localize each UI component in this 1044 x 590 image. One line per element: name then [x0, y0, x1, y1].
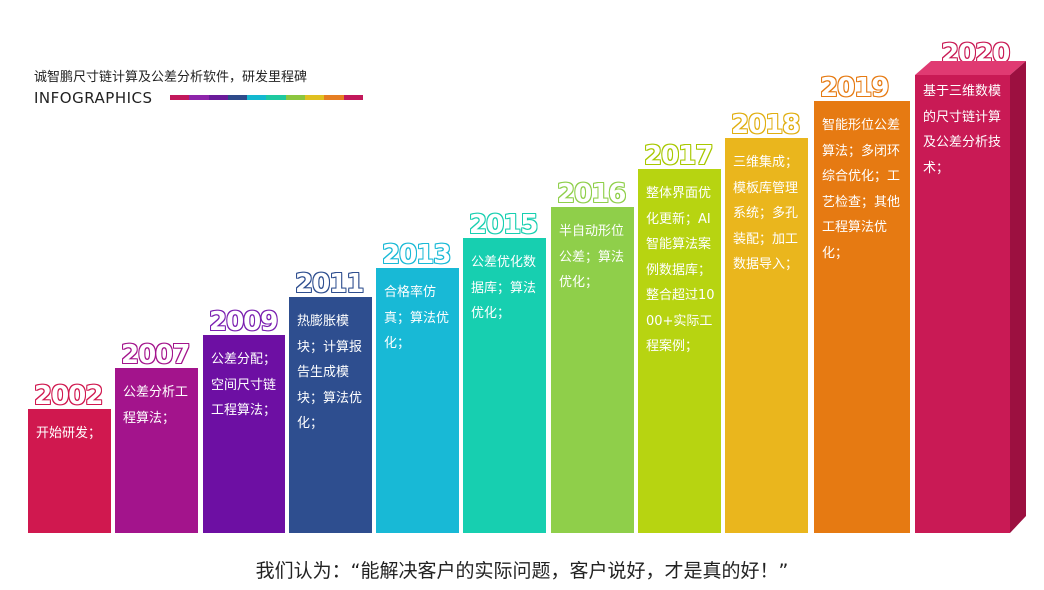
- strip-segment: [305, 95, 325, 100]
- milestone-description: 公差分析工程算法；: [123, 385, 189, 426]
- milestone-description: 合格率仿真；算法优化；: [384, 285, 450, 351]
- header-title: INFOGRAPHICS: [34, 89, 153, 107]
- milestone-bar: [725, 138, 808, 533]
- strip-segment: [324, 95, 344, 100]
- milestone-bar: [551, 207, 634, 533]
- milestone-2016: 2016 半自动形位公差；算法优化；: [551, 177, 634, 533]
- milestone-year: 2002: [34, 381, 103, 411]
- milestone-bar: [376, 268, 459, 533]
- milestone-year: 2009: [209, 307, 278, 337]
- strip-segment: [170, 95, 190, 100]
- milestone-2013: 2013 合格率仿真；算法优化；: [376, 238, 459, 533]
- milestone-bar: [28, 409, 111, 533]
- header-color-strip: [170, 95, 363, 100]
- milestone-description: 三维集成；模板库管理系统；多孔装配；加工数据导入；: [733, 155, 799, 272]
- milestone-year: 2018: [731, 110, 800, 140]
- milestone-year: 2011: [295, 269, 364, 299]
- milestone-description: 半自动形位公差；算法优化；: [559, 224, 625, 290]
- milestone-2007: 2007 公差分析工程算法；: [115, 338, 198, 533]
- strip-segment: [189, 95, 209, 100]
- milestone-description: 公差优化数据库；算法优化；: [471, 255, 537, 321]
- milestone-bar: [915, 75, 1010, 533]
- milestone-year: 2007: [121, 340, 190, 370]
- milestone-bar: [203, 335, 285, 533]
- milestone-description: 公差分配；空间尺寸链工程算法；: [211, 352, 277, 418]
- milestone-year: 2016: [557, 179, 626, 209]
- milestone-2011: 2011 热膨胀模块；计算报告生成模块；算法优化；: [289, 267, 372, 533]
- milestone-bar: [115, 368, 198, 533]
- milestone-year: 2019: [820, 73, 889, 103]
- milestone-year: 2015: [469, 210, 538, 240]
- strip-segment: [247, 95, 267, 100]
- milestone-description: 智能形位公差算法；多闭环综合优化；工艺检查；其他工程算法优化；: [822, 118, 901, 261]
- milestone-2019: 2019 智能形位公差算法；多闭环综合优化；工艺检查；其他工程算法优化；: [814, 71, 910, 533]
- quote: 我们认为：“能解决客户的实际问题，客户说好，才是真的好！”: [255, 560, 789, 582]
- strip-segment: [227, 95, 248, 100]
- header-subtitle: 诚智鹏尺寸链计算及公差分析软件，研发里程碑: [34, 70, 308, 85]
- bar-top-face: [915, 61, 1026, 75]
- milestone-description: 热膨胀模块；计算报告生成模块；算法优化；: [297, 314, 363, 431]
- milestone-bar: [814, 101, 910, 533]
- milestone-year: 2017: [644, 141, 713, 171]
- milestone-bar: [463, 238, 546, 533]
- milestones: 2002 开始研发； 2007 公差分析工程算法； 2009 公差分配；空间尺寸链工程算法…: [28, 39, 1010, 533]
- milestone-2020: 2020 基于三维数模的尺寸链计算及公差分析技术；: [915, 39, 1010, 533]
- milestone-description: 开始研发；: [36, 426, 102, 441]
- milestone-2015: 2015 公差优化数据库；算法优化；: [463, 208, 546, 533]
- milestone-2017: 2017 整体界面优化更新；AI智能算法案例数据库；整合超过1000+实际工程案例…: [638, 139, 721, 533]
- milestone-description: 整体界面优化更新；AI智能算法案例数据库；整合超过1000+实际工程案例；: [646, 186, 715, 354]
- strip-segment: [285, 95, 306, 100]
- milestone-year: 2013: [382, 240, 451, 270]
- strip-segment: [343, 95, 363, 100]
- bar-side-face: [1010, 61, 1026, 533]
- milestone-bar: [289, 297, 372, 533]
- milestone-2009: 2009 公差分配；空间尺寸链工程算法；: [203, 305, 285, 533]
- milestone-bar: [638, 169, 721, 533]
- milestone-description: 基于三维数模的尺寸链计算及公差分析技术；: [923, 84, 1002, 176]
- milestone-2002: 2002 开始研发；: [28, 379, 111, 533]
- milestone-2018: 2018 三维集成；模板库管理系统；多孔装配；加工数据导入；: [725, 108, 808, 533]
- strip-segment: [208, 95, 228, 100]
- strip-segment: [266, 95, 286, 100]
